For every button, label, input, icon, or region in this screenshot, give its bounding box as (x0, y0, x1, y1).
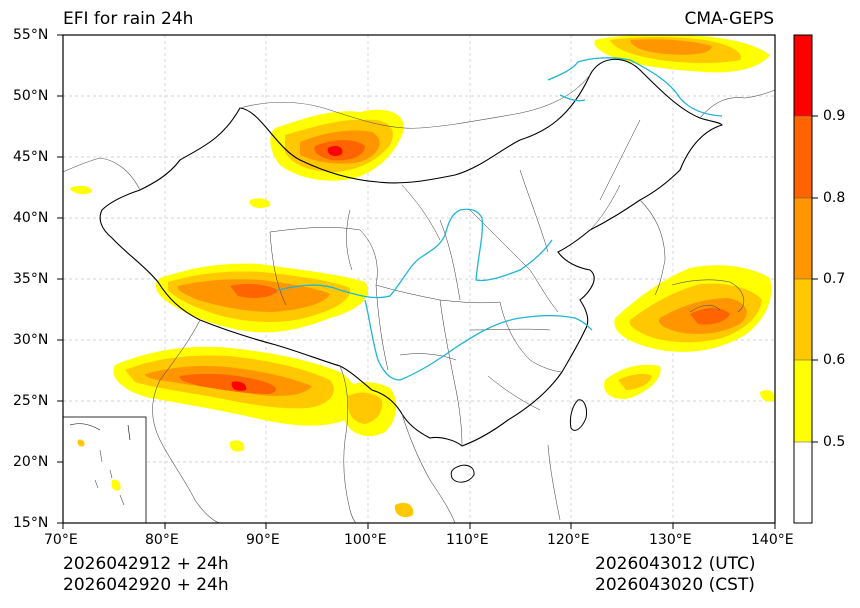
colorbar-segment-amber (794, 279, 812, 360)
lat-label-45: 45°N (13, 149, 49, 165)
init-time-utc: 2026042912 + 24h (63, 554, 229, 574)
lat-label-30: 30°N (13, 332, 49, 348)
colorbar-label-0-5: 0.5 (823, 434, 846, 450)
lat-label-20: 20°N (13, 454, 49, 470)
map-title: EFI for rain 24h (63, 9, 194, 29)
lon-label-130: 130°E (649, 532, 692, 548)
colorbar-segment-orange (794, 198, 812, 279)
lat-label-50: 50°N (13, 88, 49, 104)
lat-label-55: 55°N (13, 27, 49, 43)
lat-label-40: 40°N (13, 210, 49, 226)
south-china-sea-inset (62, 416, 147, 524)
efi-shading (70, 34, 775, 518)
inset-contents (69, 423, 131, 506)
colorbar-segment-white (794, 442, 812, 523)
colorbar (793, 34, 818, 524)
lon-label-110: 110°E (446, 532, 489, 548)
lon-label-100: 100°E (344, 532, 387, 548)
colorbar-segment-yellow (794, 360, 812, 442)
valid-time-block: 2026043012 (UTC) 2026043020 (CST) (595, 554, 756, 596)
colorbar-segment-dark-orange (794, 116, 812, 198)
lon-label-90: 90°E (246, 532, 280, 548)
lat-label-15: 15°N (13, 515, 49, 531)
map-gridlines (63, 35, 775, 523)
valid-time-cst: 2026043020 (CST) (595, 575, 755, 595)
colorbar-label-0-8: 0.8 (823, 190, 846, 206)
province-borders (269, 119, 641, 447)
axis-ticks (57, 34, 776, 529)
lat-label-25: 25°N (13, 393, 49, 409)
lon-label-70: 70°E (44, 532, 78, 548)
colorbar-label-0-7: 0.7 (823, 271, 846, 287)
init-time-cst: 2026042920 + 24h (63, 575, 229, 595)
taiwan-outline (569, 399, 587, 431)
valid-time-utc: 2026043012 (UTC) (595, 554, 756, 574)
lon-label-140: 140°E (751, 532, 794, 548)
china-border (99, 58, 723, 447)
init-time-block: 2026042912 + 24h 2026042920 + 24h (63, 554, 229, 596)
lon-label-80: 80°E (145, 532, 179, 548)
colorbar-label-0-9: 0.9 (823, 108, 846, 124)
rivers (277, 57, 723, 381)
colorbar-label-0-6: 0.6 (823, 352, 846, 368)
lat-label-35: 35°N (13, 271, 49, 287)
colorbar-segment-red (794, 35, 812, 116)
neighbor-borders (62, 74, 776, 524)
hainan-outline (450, 464, 475, 483)
lon-label-120: 120°E (547, 532, 590, 548)
model-name: CMA-GEPS (684, 9, 774, 29)
